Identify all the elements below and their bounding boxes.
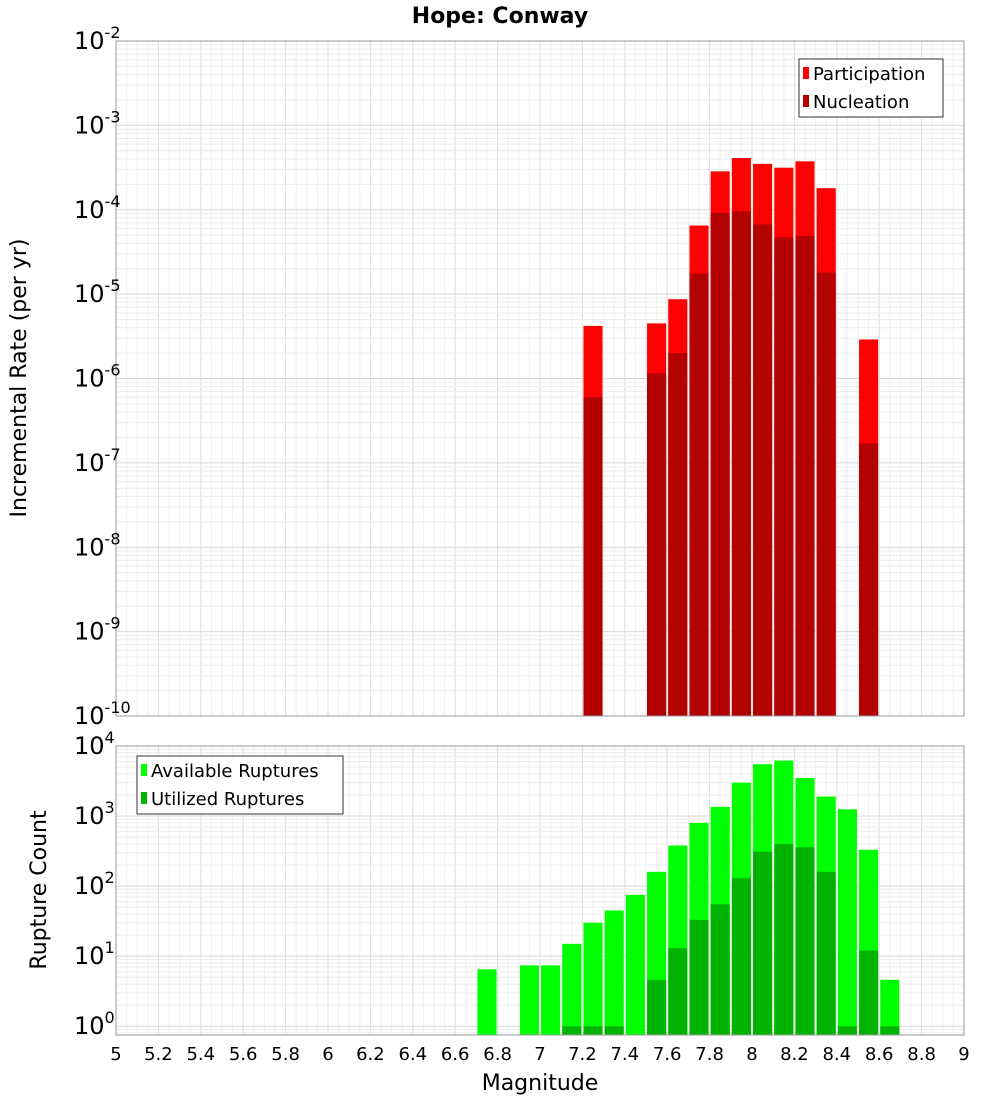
top-bar-nucleation: [816, 272, 836, 716]
x-tick-label: 5.8: [271, 1044, 300, 1065]
bottom-bar-utilized-ruptures: [647, 979, 667, 1035]
bottom-legend-box: [136, 755, 344, 815]
x-tick-label: 5.2: [144, 1044, 173, 1065]
bottom-bar-utilized-ruptures: [710, 904, 730, 1035]
top-plot-frame: [115, 40, 965, 717]
bottom-y-axis-label: Rupture Count: [27, 810, 52, 970]
bottom-bar-utilized-ruptures: [795, 847, 815, 1035]
bottom-bar-available-ruptures: [604, 910, 624, 1035]
bottom-bar-utilized-ruptures: [689, 919, 709, 1035]
x-tick-label: 8.8: [907, 1044, 936, 1065]
x-tick-label: 6.6: [441, 1044, 470, 1065]
bottom-bar-available-ruptures: [880, 979, 900, 1035]
bottom-y-tick-label: 100: [74, 1008, 115, 1040]
x-tick-label: 7.8: [695, 1044, 724, 1065]
top-bar-nucleation: [795, 235, 815, 716]
top-legend-label: Participation: [813, 64, 925, 85]
bottom-y-tick-label: 103: [74, 798, 115, 830]
x-tick-label: 8.2: [780, 1044, 809, 1065]
top-y-tick-label: 10-4: [74, 192, 121, 224]
top-y-tick-label: 10-9: [74, 614, 121, 646]
x-tick-label: 5: [110, 1044, 121, 1065]
x-tick-label: 9: [958, 1044, 969, 1065]
top-y-tick-label: 10-2: [74, 23, 121, 55]
x-tick-label: 7.2: [568, 1044, 597, 1065]
x-tick-label: 8: [746, 1044, 757, 1065]
top-y-tick-label: 10-3: [74, 107, 121, 139]
top-legend-swatch: [803, 67, 809, 79]
bottom-legend-label: Available Ruptures: [151, 761, 319, 782]
chart-title: Hope: Conway: [412, 4, 588, 29]
x-tick-label: 5.6: [229, 1044, 258, 1065]
bottom-bar-utilized-ruptures: [880, 1026, 900, 1035]
top-y-axis-label: Incremental Rate (per yr): [7, 239, 32, 518]
bottom-legend-swatch: [141, 792, 147, 804]
x-tick-label: 7.6: [653, 1044, 682, 1065]
x-tick-label: 7: [534, 1044, 545, 1065]
bottom-bar-available-ruptures: [519, 965, 539, 1035]
top-legend: Participation Nucleation: [798, 58, 944, 118]
top-bar-nucleation: [647, 373, 667, 716]
bottom-bar-available-ruptures: [541, 965, 561, 1035]
bottom-legend: Available Ruptures Utilized Ruptures: [136, 755, 344, 815]
bottom-y-tick-label: 101: [74, 938, 115, 970]
bottom-bar-utilized-ruptures: [562, 1026, 582, 1035]
bottom-bar-available-ruptures: [583, 922, 603, 1035]
top-y-tick-label: 10-10: [74, 698, 131, 730]
x-tick-label: 5.4: [186, 1044, 215, 1065]
bottom-plot-frame: [115, 745, 965, 1036]
top-bar-nucleation: [859, 443, 879, 716]
x-tick-label: 6.4: [398, 1044, 427, 1065]
bottom-bar-utilized-ruptures: [731, 878, 751, 1035]
bottom-bar-utilized-ruptures: [668, 948, 688, 1035]
top-y-tick-label: 10-5: [74, 276, 121, 308]
bottom-bar-available-ruptures: [562, 943, 582, 1035]
bottom-bar-utilized-ruptures: [774, 843, 794, 1035]
top-legend-box: [798, 58, 944, 118]
x-tick-label: 6.2: [356, 1044, 385, 1065]
bottom-bar-available-ruptures: [625, 894, 645, 1035]
x-tick-label: 8.4: [822, 1044, 851, 1065]
top-y-tick-label: 10-6: [74, 361, 121, 393]
top-bar-nucleation: [689, 273, 709, 716]
x-tick-label: 6: [322, 1044, 333, 1065]
top-bar-nucleation: [753, 224, 773, 717]
top-bar-nucleation: [710, 212, 730, 716]
bottom-bar-utilized-ruptures: [753, 851, 773, 1035]
top-bar-nucleation: [731, 211, 751, 717]
top-y-tick-label: 10-7: [74, 445, 121, 477]
top-bar-nucleation: [668, 353, 688, 716]
top-legend-label: Nucleation: [813, 92, 909, 113]
bottom-bar-utilized-ruptures: [583, 1026, 603, 1035]
bottom-bar-available-ruptures: [477, 969, 497, 1035]
bottom-bar-utilized-ruptures: [837, 1026, 857, 1035]
bottom-bar-utilized-ruptures: [859, 950, 879, 1035]
top-plot-area: [115, 40, 965, 717]
bottom-y-tick-label: 104: [74, 728, 115, 760]
x-tick-label: 7.4: [610, 1044, 639, 1065]
x-axis-label: Magnitude: [482, 1071, 599, 1096]
top-bar-nucleation: [583, 397, 603, 716]
top-y-tick-label: 10-8: [74, 529, 121, 561]
bottom-bar-available-ruptures: [837, 809, 857, 1035]
bottom-legend-swatch: [141, 764, 147, 776]
bottom-bar-utilized-ruptures: [816, 871, 836, 1035]
top-bar-nucleation: [774, 237, 794, 716]
x-tick-label: 6.8: [483, 1044, 512, 1065]
x-tick-label: 8.6: [865, 1044, 894, 1065]
bottom-bar-utilized-ruptures: [604, 1026, 624, 1035]
bottom-plot-area: [115, 745, 965, 1036]
bottom-legend-label: Utilized Ruptures: [151, 789, 304, 810]
bottom-y-tick-label: 102: [74, 868, 115, 900]
top-legend-swatch: [803, 95, 809, 107]
